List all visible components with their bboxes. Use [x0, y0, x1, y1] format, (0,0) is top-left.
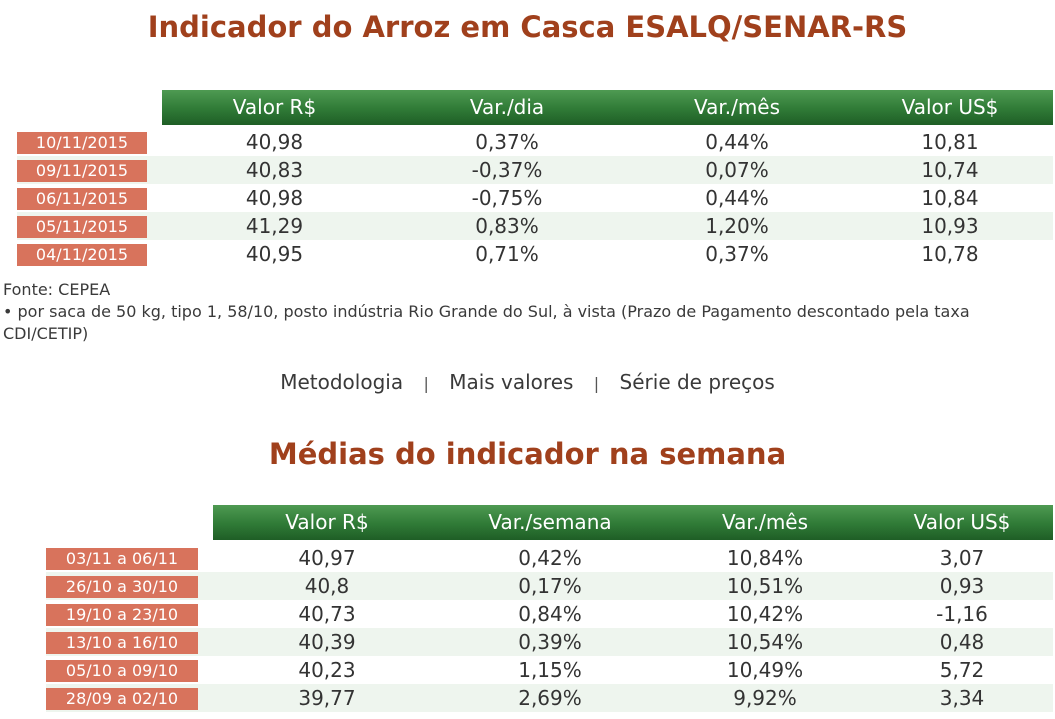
header-valor-usd: Valor US$ [901, 95, 999, 119]
cell-var-dia: -0,37% [471, 158, 543, 182]
row-date-label: 04/11/2015 [17, 244, 147, 266]
cell-var-semana: 0,84% [518, 602, 582, 626]
cell-valor-brl: 40,83 [245, 158, 304, 182]
table-row: 26/10 a 30/10 40,8 0,17% 10,51% 0,93 [46, 572, 1053, 600]
cell-valor-brl: 40,39 [298, 630, 356, 654]
weekly-average-table: Valor R$ Var./semana Var./mês Valor US$ … [46, 505, 1053, 719]
header-var-semana: Var./semana [488, 510, 612, 534]
separator: | [593, 374, 600, 393]
row-date-label: 09/11/2015 [17, 160, 147, 182]
row-date-label: 13/10 a 16/10 [46, 632, 198, 654]
table-row: 09/11/2015 40,83 -0,37% 0,07% 10,74 [17, 156, 1053, 184]
cell-valor-usd: 10,81 [921, 130, 979, 154]
cell-valor-usd: 10,74 [921, 158, 979, 182]
cell-valor-brl: 40,23 [298, 658, 356, 682]
table-row: 04/11/2015 40,95 0,71% 0,37% 10,78 [17, 240, 1053, 268]
row-date-label: 28/09 a 02/10 [46, 688, 198, 710]
row-date-label: 05/10 a 09/10 [46, 660, 198, 682]
cell-var-mes: 0,44% [705, 186, 769, 210]
source-note: Fonte: CEPEA [3, 280, 111, 299]
cell-valor-usd: 10,93 [921, 214, 979, 238]
cell-var-dia: -0,75% [471, 186, 543, 210]
cell-valor-usd: 3,07 [939, 546, 985, 570]
cell-valor-brl: 41,29 [245, 214, 304, 238]
cell-valor-usd: 10,84 [921, 186, 979, 210]
cell-var-mes: 0,07% [705, 158, 769, 182]
cell-valor-usd: -1,16 [936, 602, 988, 626]
cell-var-mes: 10,84% [726, 546, 804, 570]
cell-var-dia: 0,37% [475, 130, 539, 154]
separator: | [423, 374, 429, 393]
cell-var-mes: 10,51% [726, 574, 804, 598]
cell-valor-brl: 40,95 [245, 242, 304, 266]
header-var-mes: Var./mês [721, 510, 809, 534]
cell-valor-usd: 5,72 [939, 658, 985, 682]
header-valor-brl: Valor R$ [232, 95, 317, 119]
section-title: Médias do indicador na semana [268, 437, 787, 471]
cell-valor-usd: 0,48 [939, 630, 985, 654]
serie-precos-link[interactable]: Série de preços [619, 370, 775, 394]
metodologia-link[interactable]: Metodologia [280, 370, 404, 394]
cell-valor-brl: 40,73 [298, 602, 356, 626]
cell-var-mes: 0,37% [705, 242, 769, 266]
cell-valor-brl: 40,98 [245, 186, 304, 210]
cell-var-dia: 0,71% [475, 242, 539, 266]
table-row: 03/11 a 06/11 40,97 0,42% 10,84% 3,07 [46, 544, 1053, 572]
table-row: 13/10 a 16/10 40,39 0,39% 10,54% 0,48 [46, 628, 1053, 656]
table-row: 05/10 a 09/10 40,23 1,15% 10,49% 5,72 [46, 656, 1053, 684]
cell-var-mes: 10,49% [726, 658, 804, 682]
row-date-label: 10/11/2015 [17, 132, 147, 154]
notes: Fonte: CEPEA • por saca de 50 kg, tipo 1… [3, 279, 1053, 345]
cell-valor-brl: 40,8 [304, 574, 350, 598]
cell-var-semana: 0,42% [518, 546, 582, 570]
table-header: Valor R$ Var./semana Var./mês Valor US$ [213, 505, 1053, 540]
row-date-label: 26/10 a 30/10 [46, 576, 198, 598]
cell-valor-brl: 39,77 [298, 686, 356, 710]
cell-var-semana: 2,69% [518, 686, 582, 710]
cell-var-semana: 0,39% [518, 630, 582, 654]
table-header: Valor R$ Var./dia Var./mês Valor US$ [162, 90, 1053, 125]
detail-note: • por saca de 50 kg, tipo 1, 58/10, post… [3, 302, 970, 343]
cell-var-semana: 0,17% [518, 574, 582, 598]
row-date-label: 19/10 a 23/10 [46, 604, 198, 626]
header-var-mes: Var./mês [693, 95, 781, 119]
header-valor-usd: Valor US$ [913, 510, 1011, 534]
cell-var-mes: 0,44% [705, 130, 769, 154]
cell-var-mes: 10,54% [726, 630, 804, 654]
cell-valor-brl: 40,97 [298, 546, 356, 570]
cell-valor-usd: 3,34 [939, 686, 985, 710]
page-title: Indicador do Arroz em Casca ESALQ/SENAR-… [147, 10, 908, 44]
row-date-label: 06/11/2015 [17, 188, 147, 210]
cell-valor-usd: 0,93 [939, 574, 985, 598]
table-row: 19/10 a 23/10 40,73 0,84% 10,42% -1,16 [46, 600, 1053, 628]
cell-var-mes: 9,92% [733, 686, 797, 710]
links-bar: Metodologia | Mais valores | Série de pr… [0, 370, 1055, 394]
table-row: 10/11/2015 40,98 0,37% 0,44% 10,81 [17, 128, 1053, 156]
mais-valores-link[interactable]: Mais valores [449, 370, 574, 394]
cell-var-dia: 0,83% [475, 214, 539, 238]
header-var-dia: Var./dia [469, 95, 545, 119]
table-row: 05/11/2015 41,29 0,83% 1,20% 10,93 [17, 212, 1053, 240]
table-row: 06/11/2015 40,98 -0,75% 0,44% 10,84 [17, 184, 1053, 212]
header-valor-brl: Valor R$ [285, 510, 369, 534]
row-date-label: 03/11 a 06/11 [46, 548, 198, 570]
cell-valor-usd: 10,78 [921, 242, 979, 266]
row-date-label: 05/11/2015 [17, 216, 147, 238]
cell-valor-brl: 40,98 [245, 130, 304, 154]
cell-var-mes: 1,20% [705, 214, 769, 238]
table-row: 28/09 a 02/10 39,77 2,69% 9,92% 3,34 [46, 684, 1053, 712]
cell-var-semana: 1,15% [518, 658, 582, 682]
daily-indicator-table: Valor R$ Var./dia Var./mês Valor US$ 10/… [17, 90, 1053, 270]
cell-var-mes: 10,42% [726, 602, 804, 626]
